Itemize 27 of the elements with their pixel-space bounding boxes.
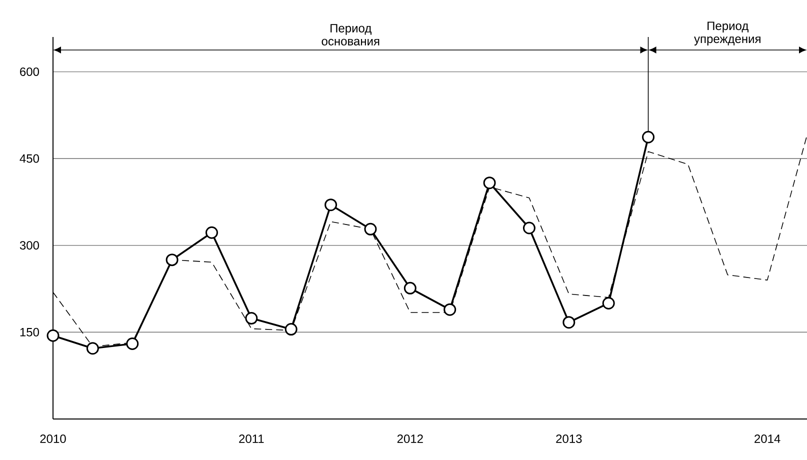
point — [642, 130, 655, 144]
point — [205, 226, 218, 239]
point — [562, 316, 576, 329]
point — [444, 303, 456, 316]
annotation: Период упреждения — [694, 22, 760, 46]
point — [324, 198, 338, 212]
point — [86, 342, 99, 355]
point — [522, 222, 536, 234]
point — [364, 222, 377, 236]
point — [404, 282, 416, 294]
point — [245, 312, 258, 325]
point — [602, 296, 615, 310]
point — [284, 323, 298, 336]
x-tick-label: 2012 — [397, 434, 423, 444]
annotation: Период основания — [322, 24, 380, 46]
point — [126, 337, 139, 350]
y-tick-label: 600 — [20, 67, 40, 76]
x-tick-label: 2013 — [556, 434, 582, 444]
x-tick-label: 2011 — [239, 434, 264, 444]
x-tick-label: 2010 — [40, 434, 66, 444]
point — [166, 254, 178, 266]
point — [46, 329, 60, 342]
y-tick-label: 300 — [20, 241, 40, 250]
point — [483, 176, 496, 190]
y-tick-label: 450 — [20, 154, 40, 163]
y-tick-label: 150 — [20, 328, 40, 336]
x-tick-label: 2014 — [754, 434, 780, 444]
